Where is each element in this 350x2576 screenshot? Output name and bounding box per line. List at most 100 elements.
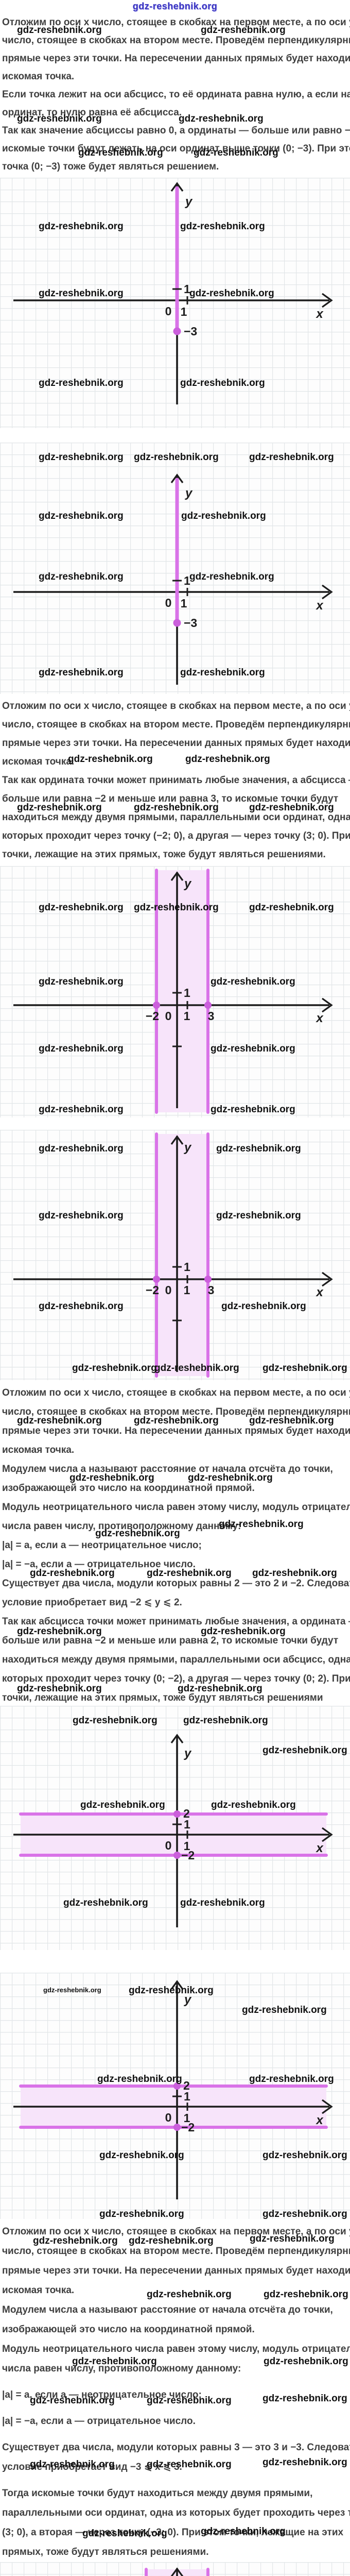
watermark: gdz-reshebnik.org <box>78 147 163 158</box>
y-axis-arrow <box>170 1734 184 1743</box>
formula-line: условие приобретает вид −2 ⩽ y ⩽ 2. <box>2 1597 182 1608</box>
text-line: находиться между двумя прямыми, параллел… <box>2 1654 350 1665</box>
watermark: gdz-reshebnik.org <box>219 1519 304 1530</box>
x-tick-label: 1 <box>184 1283 190 1297</box>
watermark: gdz-reshebnik.org <box>242 2005 327 2015</box>
watermark: gdz-reshebnik.org <box>216 1143 301 1154</box>
x-axis-arrow <box>322 584 333 600</box>
watermark: gdz-reshebnik.org <box>73 1715 157 1726</box>
point-0-minus3 <box>173 327 181 335</box>
watermark: gdz-reshebnik.org <box>180 1897 265 1908</box>
point-label: 3 <box>208 1009 215 1023</box>
text-line: прямые через эти точки. На пересечении д… <box>2 2265 350 2276</box>
text-line: Модуль неотрицательного числа равен этом… <box>2 2344 350 2354</box>
text-line: Существует два числа, модули которых рав… <box>2 2442 350 2453</box>
watermark: gdz-reshebnik.org <box>17 1626 102 1637</box>
x-axis-label: x <box>315 1841 324 1855</box>
section-gap <box>0 1952 350 1973</box>
formula-line: условие приобретает вид −3 ⩽ x ⩽ 3. <box>2 2462 182 2472</box>
watermark: gdz-reshebnik.org <box>39 1043 124 1054</box>
watermark: gdz-reshebnik.org <box>63 1897 148 1908</box>
x-axis-label: x <box>315 307 324 321</box>
watermark: gdz-reshebnik.org <box>262 2209 347 2219</box>
grid-lines <box>0 178 350 428</box>
watermark: gdz-reshebnik.org <box>17 25 102 36</box>
watermark: gdz-reshebnik.org <box>147 2289 232 2300</box>
text-line: Модулем числа a называют расстояние от н… <box>2 1464 333 1475</box>
grid-lines <box>0 443 350 694</box>
point-label: −2 <box>181 2121 195 2134</box>
formula-line: |a| = −a, если a — отрицательное число. <box>2 2416 196 2427</box>
text-line: Отложим по оси x число, стоящее в скобка… <box>2 1387 350 1398</box>
text-line: Отложим по оси x число, стоящее в скобка… <box>2 701 350 711</box>
y-axis-arrow <box>170 182 184 192</box>
text-line: больше или равна −2 и меньше или равна 2… <box>2 1635 339 1646</box>
graph-5-hstrip-m2-2: 2 1 0 1 −2 x y gdz-reshebnik.org gdz-res… <box>0 1706 350 1952</box>
watermark: gdz-reshebnik.org <box>39 667 124 678</box>
watermark: gdz-reshebnik.org <box>147 2395 232 2406</box>
text-line: числа равен числу, противоположному данн… <box>2 2363 241 2374</box>
watermark: gdz-reshebnik.org <box>134 802 219 813</box>
watermark: gdz-reshebnik.org <box>147 2459 232 2470</box>
watermark: gdz-reshebnik.org <box>17 113 102 124</box>
section-gap <box>0 1120 350 1130</box>
text-line: Модуль неотрицательного числа равен этом… <box>2 1502 350 1513</box>
text-line: Так как значение абсциссы равно 0, а орд… <box>2 125 350 136</box>
y-axis-label: y <box>185 195 193 209</box>
watermark: gdz-reshebnik.org <box>249 802 334 813</box>
y-tick-label: 1 <box>184 1818 190 1831</box>
text-line: искомые точки будут лежать на оси ордина… <box>2 143 350 154</box>
text-line: искомая точка. <box>2 71 75 82</box>
watermark: gdz-reshebnik.org <box>134 1415 219 1426</box>
y-axis-arrow <box>170 1135 184 1145</box>
watermark: gdz-reshebnik.org <box>39 221 124 232</box>
watermark: gdz-reshebnik.org <box>17 1415 102 1426</box>
watermark: gdz-reshebnik.org <box>189 571 274 582</box>
watermark: gdz-reshebnik.org <box>30 2395 115 2406</box>
watermark: gdz-reshebnik.org <box>211 976 295 987</box>
watermark: gdz-reshebnik.org <box>39 976 124 987</box>
text-line: Существует два числа, модули которых рав… <box>2 1578 350 1589</box>
text-line: больше или равна −2 и меньше или равна 3… <box>2 793 339 804</box>
text-line: искомая точка. <box>2 1445 75 1455</box>
watermark: gdz-reshebnik.org <box>252 1568 337 1579</box>
point-m2-0 <box>153 1276 160 1283</box>
watermark: gdz-reshebnik.org <box>178 1683 262 1694</box>
watermark: gdz-reshebnik.org <box>181 511 266 521</box>
watermark: gdz-reshebnik.org <box>99 2209 184 2219</box>
point-label: −2 <box>146 1283 159 1297</box>
watermark: gdz-reshebnik.org <box>39 452 124 463</box>
watermark: gdz-reshebnik.org <box>249 452 334 463</box>
watermark: gdz-reshebnik.org <box>30 1568 115 1579</box>
point-label: −2 <box>181 1849 195 1862</box>
watermark: gdz-reshebnik.org <box>180 221 265 232</box>
watermark: gdz-reshebnik.org <box>211 1104 295 1115</box>
graph-1-ray-above-minus3: 1 1 0 −3 x y gdz-reshebnik.org gdz-reshe… <box>0 178 350 431</box>
y-axis-label: y <box>185 486 193 500</box>
text-line: точки, лежащие на этих прямых, тоже буду… <box>2 849 326 860</box>
formula-line: |a| = a, если a — неотрицательное число; <box>2 1540 202 1551</box>
point-3-0 <box>204 1002 212 1009</box>
text-line: Отложим по оси x число, стоящее в скобка… <box>2 17 350 28</box>
watermark: gdz-reshebnik.org <box>134 452 219 463</box>
watermark: gdz-reshebnik.org <box>262 2393 347 2404</box>
watermark: gdz-reshebnik.org <box>80 1800 165 1810</box>
watermark: gdz-reshebnik.org <box>194 147 278 158</box>
shaded-strip <box>158 870 206 1112</box>
shaded-strip <box>158 1134 206 1376</box>
x-axis-label: x <box>315 2113 324 2127</box>
watermark: gdz-reshebnik.org <box>262 2457 347 2468</box>
watermark: gdz-reshebnik.org <box>33 2235 118 2246</box>
watermark: gdz-reshebnik.org <box>69 1472 154 1483</box>
watermark: gdz-reshebnik.org <box>264 2356 348 2367</box>
section-gap <box>0 431 350 443</box>
x-tick-label: 1 <box>184 1839 190 1853</box>
text-line: Тогда искомые точки будут находиться меж… <box>2 2488 313 2499</box>
y-axis-arrow <box>170 1980 184 1990</box>
text-line: Так как ордината точки может принимать л… <box>2 775 350 786</box>
formula-line: |a| = a, если a — неотрицательное число; <box>2 2389 202 2400</box>
text-line: Отложим по оси x число, стоящее в скобка… <box>2 2226 350 2237</box>
watermark: gdz-reshebnik.org <box>262 2150 347 2161</box>
text-line: искомая точка. <box>2 756 75 767</box>
watermark: gdz-reshebnik.org <box>72 2356 157 2367</box>
